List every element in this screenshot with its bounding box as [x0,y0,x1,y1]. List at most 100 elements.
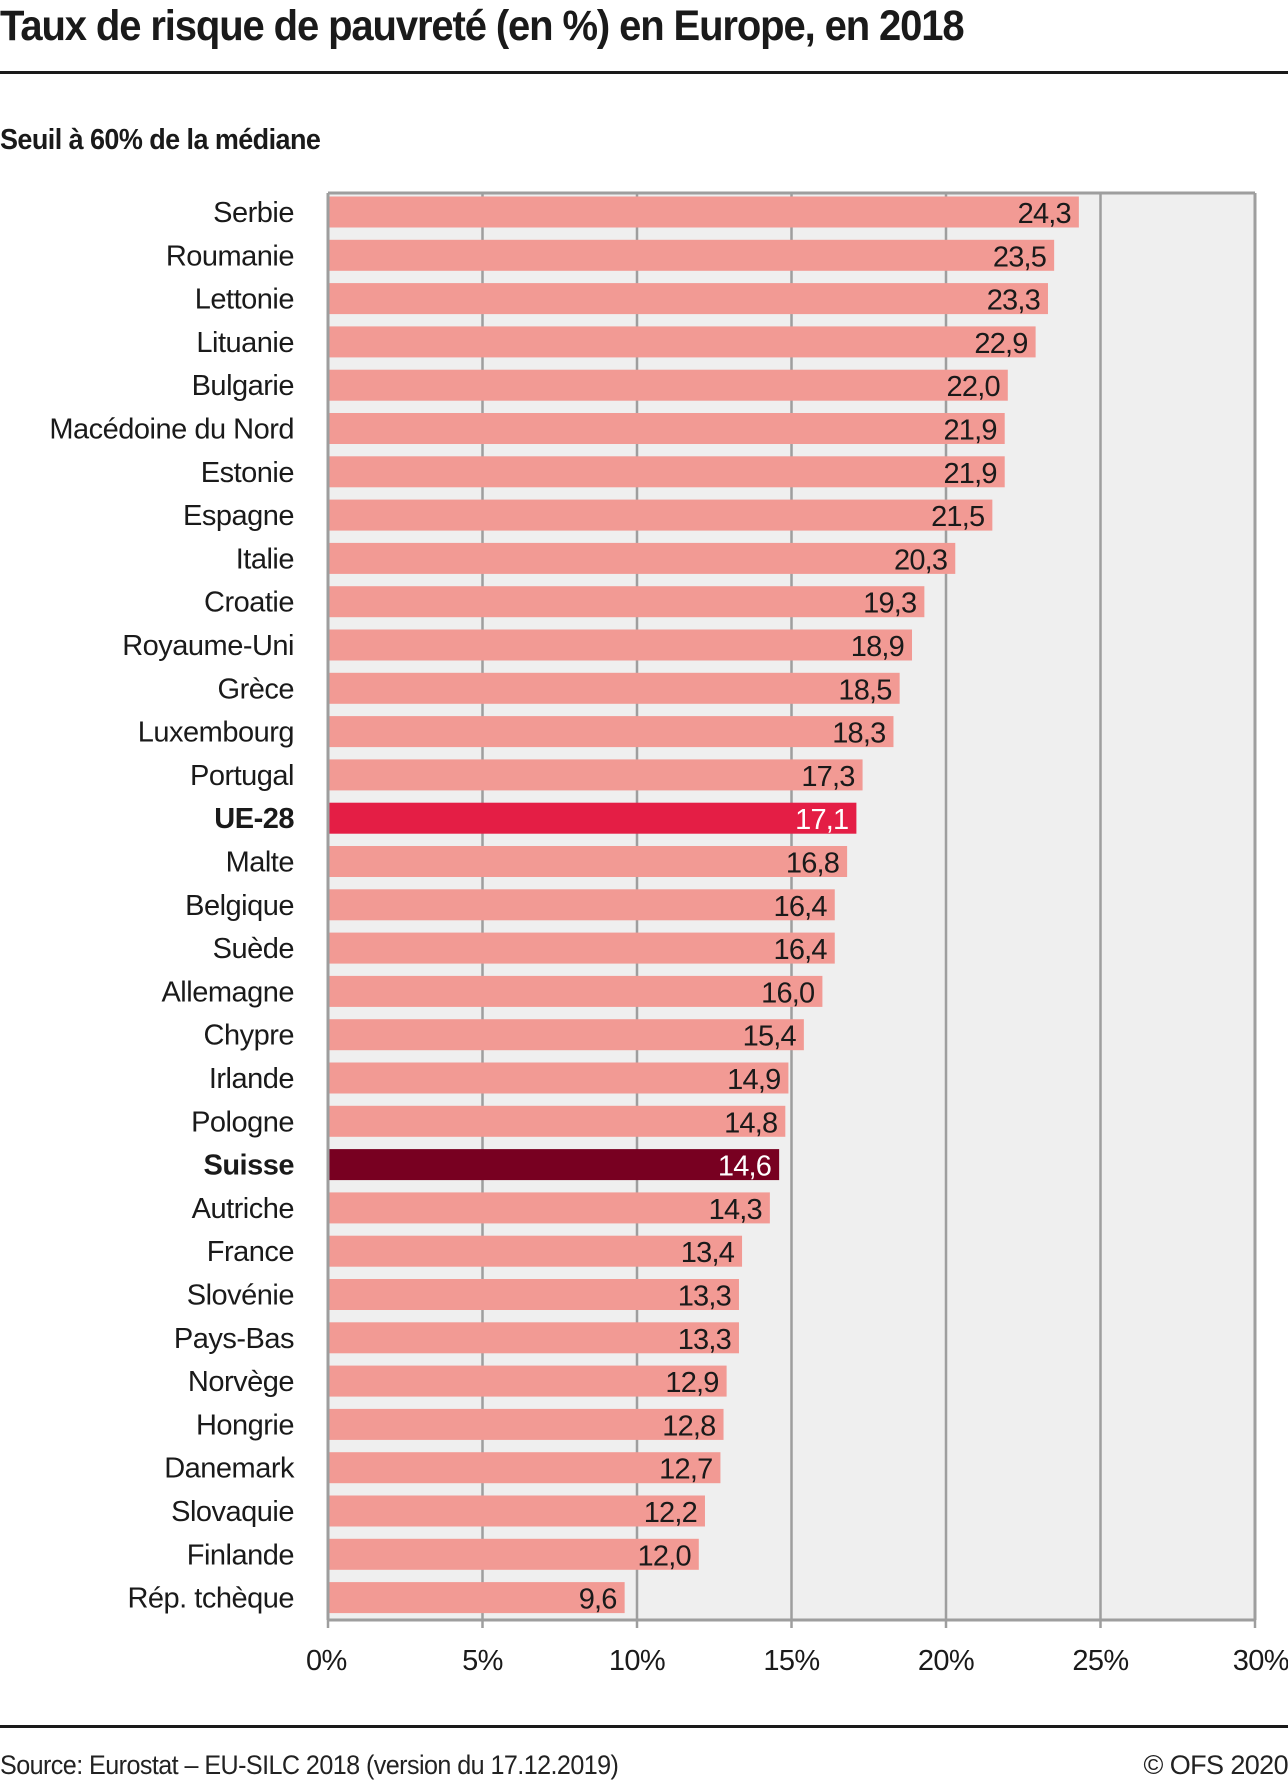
category-label: Irlande [209,1063,294,1095]
x-axis-ticks: 0% 5% 10% 15% 20% 25% 30% [306,1620,1288,1677]
bar-eu [328,802,857,834]
value-label: 14,8 [724,1107,777,1139]
bar [328,889,835,921]
category-label: Malte [226,847,294,879]
category-label: Finlande [187,1539,294,1571]
value-label: 18,3 [832,718,885,750]
bar [328,1365,727,1397]
bar [328,1495,705,1527]
category-label: Roumanie [166,240,294,272]
bar [328,1408,724,1440]
value-label: 13,3 [678,1281,731,1313]
category-label: Pologne [191,1106,294,1138]
value-label: 14,6 [718,1151,771,1183]
value-label: 21,5 [931,501,984,533]
category-label: UE-28 [214,803,294,835]
x-tick-label: 0% [306,1645,347,1677]
value-labels: 24,3 23,5 23,3 22,9 22,0 21,9 21,9 21,5 20,3 19,3… [579,198,1072,1616]
bar [328,326,1036,358]
category-label: Serbie [213,197,294,229]
bar [328,975,823,1007]
category-label: Portugal [190,760,294,792]
category-label: Italie [236,543,294,575]
bar [328,542,956,574]
bar [328,1582,625,1614]
x-tick-label: 25% [1072,1645,1128,1677]
category-label: Belgique [185,890,294,922]
value-label: 16,8 [786,848,839,880]
bar [328,1538,699,1570]
copyright: © OFS 2020 [1143,1750,1288,1780]
x-tick-label: 5% [462,1645,503,1677]
source-note: Source: Eurostat – EU-SILC 2018 (version… [0,1750,619,1780]
value-label: 17,3 [801,761,854,793]
bar [328,759,863,791]
bar-chart: Serbie Roumanie Lettonie Lituanie Bulgarie Ma… [49,191,1288,1677]
category-label: Bulgarie [192,370,294,402]
value-label: 13,4 [681,1237,735,1269]
bar [328,932,835,964]
value-label: 12,8 [662,1410,715,1442]
value-label: 22,9 [974,328,1027,360]
value-label: 21,9 [943,458,996,490]
value-label: 16,0 [761,977,814,1009]
category-label: Macédoine du Nord [49,414,294,446]
category-label: Grèce [218,673,294,705]
bar [328,1235,743,1267]
bar [328,456,1005,488]
value-label: 18,9 [851,631,904,663]
category-labels: Serbie Roumanie Lettonie Lituanie Bulgarie Ma… [49,197,295,1615]
x-tick-label: 20% [918,1645,974,1677]
category-label: Lettonie [195,284,294,316]
value-label: 21,9 [943,415,996,447]
value-label: 9,6 [579,1584,617,1616]
bar [328,196,1079,228]
bar [328,413,1005,444]
value-label: 24,3 [1018,198,1071,230]
title-divider [0,71,1288,74]
chart-subtitle: Seuil à 60% de la médiane [0,124,321,156]
bar [328,672,900,704]
bar [328,1322,739,1354]
value-label: 12,9 [665,1367,718,1399]
bar [328,1452,721,1484]
value-label: 17,1 [795,804,848,836]
bar [328,239,1055,271]
value-label: 20,3 [894,544,947,576]
bar-switzerland [328,1149,780,1181]
value-label: 12,0 [638,1540,691,1572]
value-label: 19,3 [863,588,916,620]
bar [328,499,993,531]
x-tick-label: 10% [609,1645,665,1677]
bar [328,283,1048,315]
bars [328,196,1079,1614]
x-tick-label: 30% [1233,1645,1288,1677]
category-label: Rép. tchèque [127,1583,294,1615]
bar [328,1105,786,1137]
category-label: Allemagne [161,976,294,1008]
bar [328,369,1008,401]
x-tick-label: 15% [763,1645,819,1677]
category-label: Norvège [188,1366,294,1398]
category-label: France [207,1236,294,1268]
value-label: 13,3 [678,1324,731,1356]
category-label: Suède [213,933,294,965]
category-label: Royaume-Uni [122,630,294,662]
bar [328,586,925,618]
bar [328,1192,770,1224]
bar [328,1019,804,1051]
footer-divider [0,1725,1288,1728]
value-label: 12,2 [644,1497,697,1529]
category-label: Slovaquie [171,1496,294,1528]
category-label: Autriche [192,1193,294,1225]
value-label: 16,4 [774,891,828,923]
value-label: 16,4 [774,934,828,966]
bar [328,846,848,877]
category-label: Estonie [201,457,294,489]
bar [328,716,894,748]
value-label: 22,0 [947,371,1000,403]
category-label: Croatie [204,587,294,619]
category-label: Lituanie [196,327,294,359]
bar [328,1062,789,1094]
category-label: Suisse [204,1150,295,1182]
